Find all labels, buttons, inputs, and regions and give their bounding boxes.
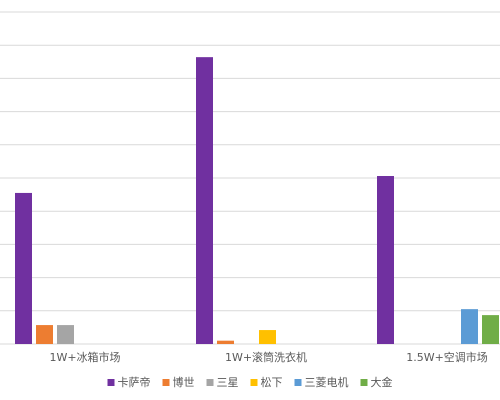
x-tick-label: 1.5W+空调市场 bbox=[406, 350, 488, 364]
bar bbox=[15, 192, 32, 344]
legend-marker bbox=[162, 379, 170, 386]
legend-marker bbox=[360, 379, 368, 386]
bar bbox=[217, 340, 234, 344]
legend-label: 三星 bbox=[217, 376, 239, 389]
legend-marker bbox=[250, 379, 258, 386]
legend-label: 松下 bbox=[261, 375, 283, 389]
bar bbox=[461, 309, 478, 344]
bar bbox=[482, 315, 499, 344]
legend-label: 博世 bbox=[173, 376, 195, 389]
legend-marker bbox=[206, 379, 214, 386]
legend-label: 卡萨帝 bbox=[118, 375, 151, 389]
x-tick-label: 1W+滚筒洗衣机 bbox=[225, 350, 307, 364]
bar bbox=[377, 176, 394, 344]
legend-marker bbox=[107, 379, 115, 386]
bar bbox=[36, 325, 53, 344]
bar bbox=[57, 325, 74, 344]
x-tick-label: 1W+冰箱市场 bbox=[49, 350, 120, 364]
bar bbox=[259, 330, 276, 344]
legend-marker bbox=[294, 379, 302, 386]
legend-label: 大金 bbox=[371, 375, 393, 389]
legend-label: 三菱电机 bbox=[305, 375, 349, 389]
bar bbox=[196, 57, 213, 344]
